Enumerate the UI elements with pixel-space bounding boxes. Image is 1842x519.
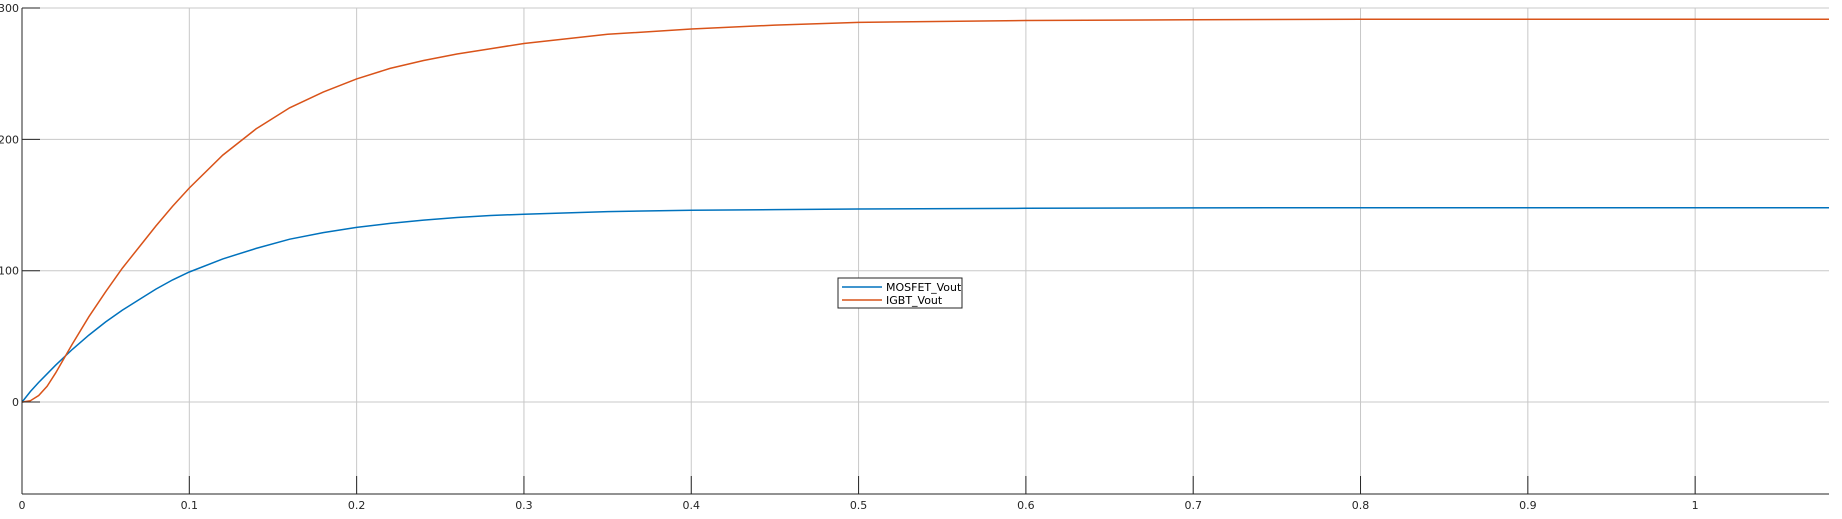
plot-area (22, 8, 1829, 494)
x-tick-label: 0.3 (515, 499, 533, 512)
axes (21, 7, 1829, 495)
series-line-igbt-vout (21, 18, 1829, 403)
x-tick-label: 0 (19, 499, 26, 512)
x-tick-label: 1 (1692, 499, 1699, 512)
x-tick-label: 0.9 (1519, 499, 1537, 512)
x-tick-label: 0.1 (181, 499, 199, 512)
y-tick-label: 100 (0, 265, 19, 278)
x-tick-label: 0.6 (1017, 499, 1035, 512)
y-tick-label: 200 (0, 133, 19, 146)
legend-label: IGBT_Vout (886, 294, 943, 307)
y-tick-label: 300 (0, 2, 19, 15)
x-tick-label: 0.4 (683, 499, 701, 512)
legend-label: MOSFET_Vout (886, 281, 962, 294)
legend-box (837, 277, 963, 309)
series-lines (21, 18, 1829, 403)
grid-lines (21, 7, 1829, 494)
x-tick-label: 0.2 (348, 499, 366, 512)
x-tick-label: 0.5 (850, 499, 868, 512)
x-tick-label: 0.7 (1184, 499, 1202, 512)
y-tick-label: 0 (12, 396, 19, 409)
x-tick-label: 0.8 (1352, 499, 1370, 512)
series-line-mosfet-vout (21, 206, 1829, 403)
tick-labels: 0 0.1 0.2 0.3 0.4 0.5 0.6 0.7 0.8 0.9 1 0 100 200 300 (0, 2, 1699, 512)
